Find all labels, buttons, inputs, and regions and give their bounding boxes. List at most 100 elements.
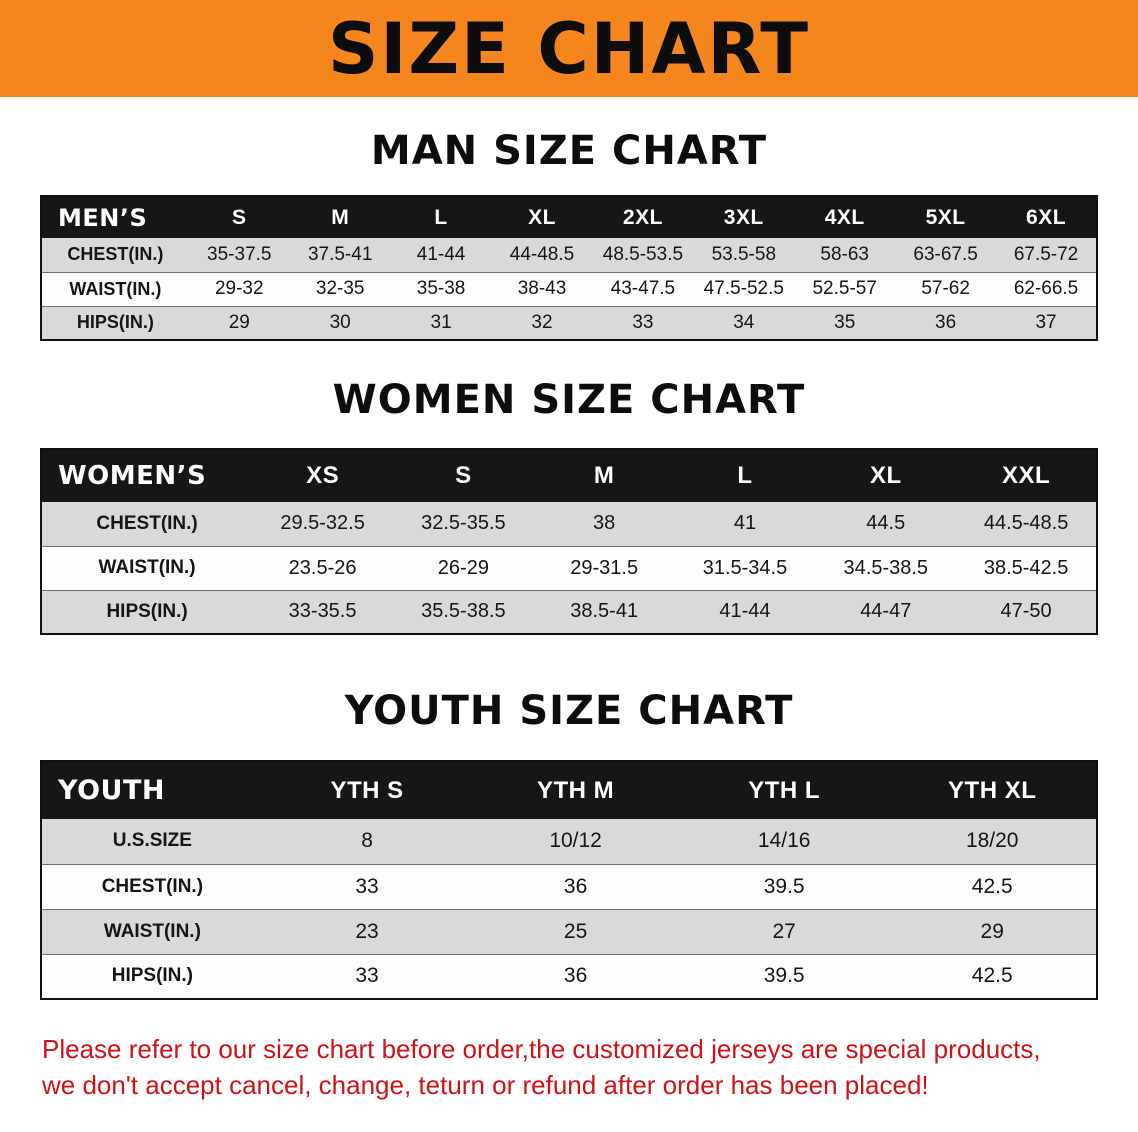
size-chart-page: MAN SIZE CHART MEN’S S M L XL 2XL 3XL 4XL 5XL 6XL… <box>0 130 1138 1104</box>
table-row: WAIST(IN.) 23 25 27 29 <box>41 909 1097 955</box>
size-header-cell: S <box>392 449 534 502</box>
size-header-cell: 6XL <box>996 196 1097 238</box>
size-header-cell: S <box>188 196 290 238</box>
man-size-table: MEN’S S M L XL 2XL 3XL 4XL 5XL 6XL CHEST(IN.) 35-37… <box>40 195 1098 341</box>
row-label-cell: CHEST(IN.) <box>41 864 263 910</box>
value-cell: 35.5-38.5 <box>392 590 534 635</box>
youth-size-chart-section: YOUTH SIZE CHART YOUTH YTH S YTH M YTH L YTH… <box>0 690 1138 1000</box>
disclaimer-line-2: we don't accept cancel, change, teturn o… <box>42 1069 929 1100</box>
value-cell: 38 <box>533 502 675 547</box>
value-cell: 8 <box>262 819 472 865</box>
banner: SIZE CHART <box>0 0 1138 97</box>
size-header-cell: YTH XL <box>888 761 1097 819</box>
row-label-cell: HIPS(IN.) <box>41 954 263 1000</box>
value-cell: 14/16 <box>679 819 889 865</box>
value-cell: 47.5-52.5 <box>693 272 795 307</box>
size-header-cell: XL <box>815 449 957 502</box>
row-label-cell: WAIST(IN.) <box>41 546 253 591</box>
value-cell: 10/12 <box>471 819 680 865</box>
value-cell: 31.5-34.5 <box>674 546 816 591</box>
value-cell: 36 <box>895 306 997 341</box>
value-cell: 42.5 <box>888 864 1097 910</box>
size-header-cell: 2XL <box>592 196 694 238</box>
value-cell: 39.5 <box>679 864 889 910</box>
table-head: MEN’S S M L XL 2XL 3XL 4XL 5XL 6XL <box>41 196 1097 238</box>
value-cell: 41 <box>674 502 816 547</box>
value-cell: 48.5-53.5 <box>592 238 694 273</box>
women-section-heading: WOMEN SIZE CHART <box>332 377 806 423</box>
value-cell: 37 <box>996 306 1097 341</box>
value-cell: 34 <box>693 306 795 341</box>
value-cell: 27 <box>679 909 889 955</box>
value-cell: 58-63 <box>794 238 896 273</box>
value-cell: 39.5 <box>679 954 889 1000</box>
row-label-cell: CHEST(IN.) <box>41 238 189 273</box>
table-title-cell: YOUTH <box>41 761 263 819</box>
value-cell: 33 <box>592 306 694 341</box>
table-row: HIPS(IN.) 33-35.5 35.5-38.5 38.5-41 41-44 44-… <box>41 590 1097 635</box>
value-cell: 38-43 <box>491 272 593 307</box>
table-row: HIPS(IN.) 29 30 31 32 33 34 35 36 37 <box>41 306 1097 341</box>
youth-section-heading: YOUTH SIZE CHART <box>344 688 794 734</box>
banner-title: SIZE CHART <box>327 7 811 90</box>
value-cell: 34.5-38.5 <box>815 546 957 591</box>
value-cell: 53.5-58 <box>693 238 795 273</box>
table-title-cell: WOMEN’S <box>41 449 253 502</box>
value-cell: 18/20 <box>888 819 1097 865</box>
table-row: WAIST(IN.) 29-32 32-35 35-38 38-43 43-47.5 47.… <box>41 272 1097 307</box>
value-cell: 44.5-48.5 <box>956 502 1097 547</box>
disclaimer-note: Please refer to our size chart before or… <box>0 1032 1138 1104</box>
value-cell: 57-62 <box>895 272 997 307</box>
value-cell: 44-47 <box>815 590 957 635</box>
size-header-cell: M <box>289 196 391 238</box>
value-cell: 44.5 <box>815 502 957 547</box>
table-body: CHEST(IN.) 35-37.5 37.5-41 41-44 44-48.5 48.5… <box>41 238 1097 341</box>
value-cell: 29-31.5 <box>533 546 675 591</box>
value-cell: 67.5-72 <box>996 238 1097 273</box>
table-row: HIPS(IN.) 33 36 39.5 42.5 <box>41 954 1097 1000</box>
size-header-cell: XL <box>491 196 593 238</box>
value-cell: 32.5-35.5 <box>392 502 534 547</box>
table-title-cell: MEN’S <box>41 196 189 238</box>
size-header-cell: L <box>674 449 816 502</box>
table-head: WOMEN’S XS S M L XL XXL <box>41 449 1097 502</box>
row-label-cell: HIPS(IN.) <box>41 306 189 341</box>
value-cell: 41-44 <box>390 238 492 273</box>
value-cell: 29.5-32.5 <box>252 502 393 547</box>
table-header-row: MEN’S S M L XL 2XL 3XL 4XL 5XL 6XL <box>41 196 1097 238</box>
value-cell: 41-44 <box>674 590 816 635</box>
value-cell: 42.5 <box>888 954 1097 1000</box>
value-cell: 37.5-41 <box>289 238 391 273</box>
size-header-cell: 4XL <box>794 196 896 238</box>
value-cell: 29 <box>188 306 290 341</box>
value-cell: 62-66.5 <box>996 272 1097 307</box>
table-header-row: YOUTH YTH S YTH M YTH L YTH XL <box>41 761 1097 819</box>
value-cell: 32-35 <box>289 272 391 307</box>
size-header-cell: 5XL <box>895 196 997 238</box>
size-header-cell: YTH M <box>471 761 680 819</box>
women-size-chart-section: WOMEN SIZE CHART WOMEN’S XS S M L XL XXL CHEST(… <box>0 379 1138 635</box>
man-size-chart-section: MAN SIZE CHART MEN’S S M L XL 2XL 3XL 4XL 5XL 6XL… <box>0 130 1138 341</box>
women-table-wrap: WOMEN’S XS S M L XL XXL CHEST(IN.) 29.5-32.5 32.5… <box>0 448 1138 635</box>
size-header-cell: YTH L <box>679 761 889 819</box>
value-cell: 36 <box>471 954 680 1000</box>
row-label-cell: CHEST(IN.) <box>41 502 253 547</box>
size-header-cell: L <box>390 196 492 238</box>
value-cell: 43-47.5 <box>592 272 694 307</box>
table-row: CHEST(IN.) 29.5-32.5 32.5-35.5 38 41 44.5 44.5… <box>41 502 1097 547</box>
value-cell: 31 <box>390 306 492 341</box>
value-cell: 33-35.5 <box>252 590 393 635</box>
value-cell: 32 <box>491 306 593 341</box>
value-cell: 29 <box>888 909 1097 955</box>
table-body: CHEST(IN.) 29.5-32.5 32.5-35.5 38 41 44.5 44.5… <box>41 502 1097 635</box>
row-label-cell: HIPS(IN.) <box>41 590 253 635</box>
table-head: YOUTH YTH S YTH M YTH L YTH XL <box>41 761 1097 819</box>
man-table-wrap: MEN’S S M L XL 2XL 3XL 4XL 5XL 6XL CHEST(IN.) 35-37… <box>0 195 1138 341</box>
size-header-cell: M <box>533 449 675 502</box>
value-cell: 36 <box>471 864 680 910</box>
value-cell: 30 <box>289 306 391 341</box>
disclaimer-line-1: Please refer to our size chart before or… <box>42 1034 1041 1064</box>
value-cell: 26-29 <box>392 546 534 591</box>
value-cell: 35 <box>794 306 896 341</box>
value-cell: 23.5-26 <box>252 546 393 591</box>
